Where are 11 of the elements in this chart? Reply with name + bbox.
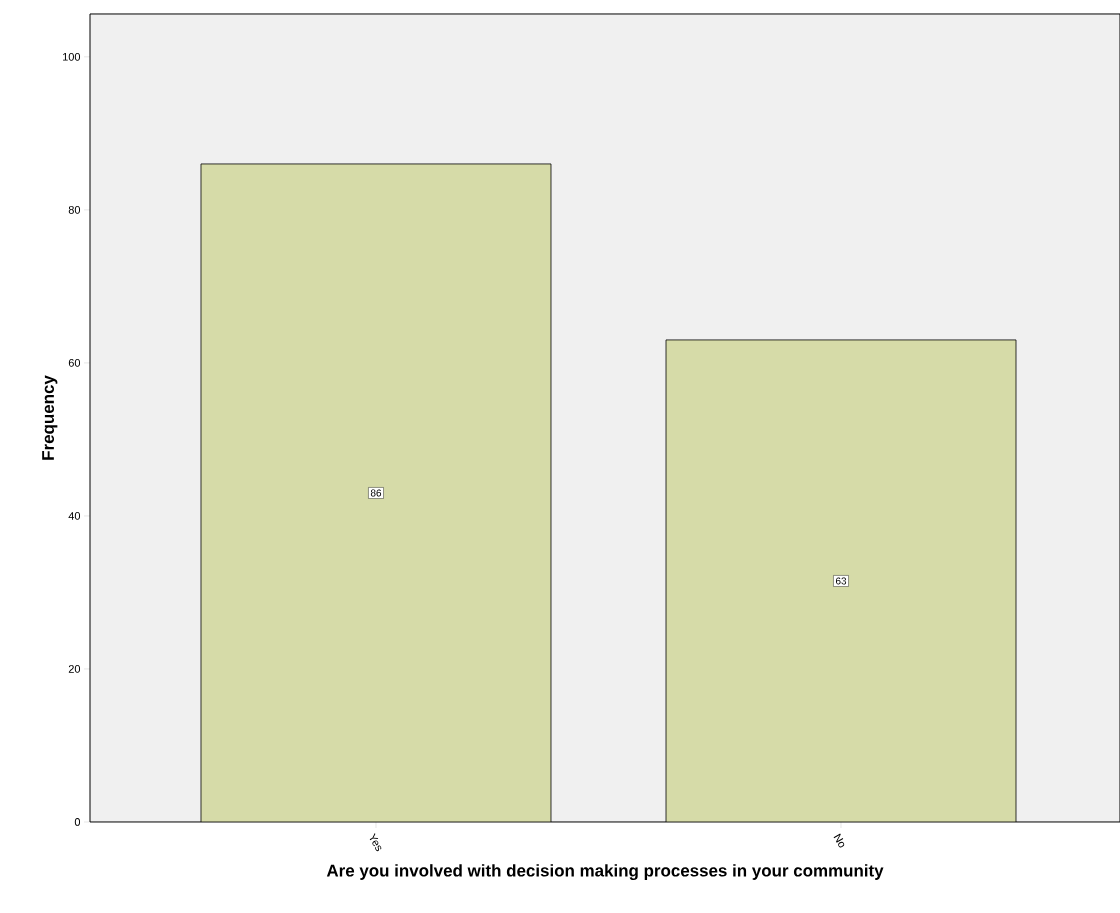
y-tick-label: 40 [68, 512, 81, 520]
data-label: 86 [370, 489, 382, 497]
x-tick-label: No [833, 833, 845, 848]
y-tick-label: 80 [68, 205, 81, 214]
y-tick-label: 0 [74, 818, 81, 826]
y-tick-label: 60 [68, 359, 81, 367]
x-axis-title: Are you involved with decision making processes in your community [326, 864, 884, 881]
y-tick-label: 100 [63, 52, 81, 61]
y-tick-label: 20 [68, 665, 81, 673]
data-label: 63 [835, 577, 847, 585]
y-axis-title: Frequency [42, 375, 58, 460]
